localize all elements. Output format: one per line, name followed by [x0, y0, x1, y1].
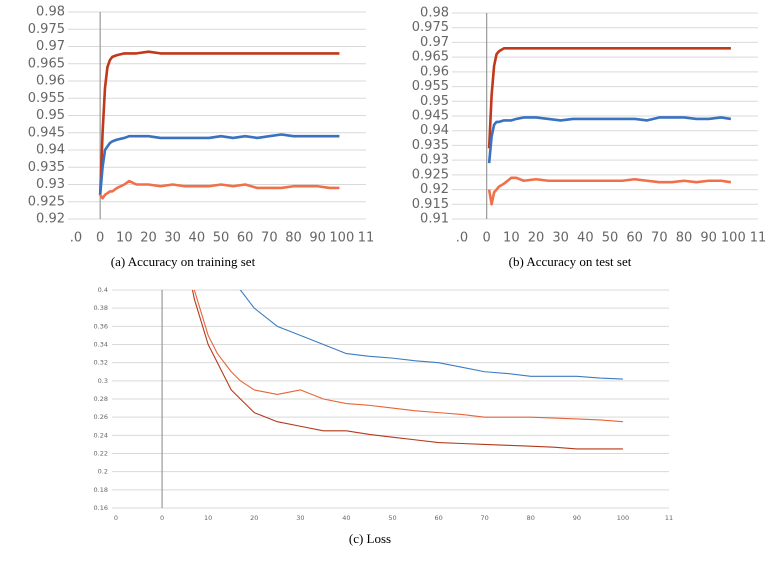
x-tick-label: .0 [456, 231, 468, 246]
y-tick-label: 0.935 [412, 138, 449, 153]
x-tick-label: 0 [483, 231, 491, 246]
y-tick-label: 0.925 [28, 194, 65, 209]
x-tick-label: 11 [750, 231, 767, 246]
x-tick-label: 0 [96, 231, 104, 246]
y-tick-label: 0.96 [420, 64, 449, 79]
y-tick-label: 0.975 [28, 22, 65, 37]
y-tick-label: 0.95 [420, 94, 449, 109]
y-tick-label: 0.96 [36, 74, 65, 89]
x-tick-label: 30 [164, 231, 181, 246]
x-tick-label: .0 [70, 231, 82, 246]
y-tick-label: 0.18 [94, 486, 108, 494]
series-line [191, 290, 623, 450]
y-tick-label: 0.16 [94, 504, 108, 512]
x-tick-label: 70 [481, 514, 489, 522]
series-line [239, 290, 623, 380]
x-tick-label: 60 [626, 231, 643, 246]
y-tick-label: 0.38 [94, 304, 108, 312]
x-tick-label: 40 [577, 231, 594, 246]
x-tick-label: 80 [285, 231, 302, 246]
series-line [487, 47, 731, 149]
x-tick-label: 10 [503, 231, 520, 246]
y-tick-label: 0.91 [420, 212, 449, 227]
y-tick-label: 0.945 [28, 125, 65, 140]
y-tick-label: 0.975 [412, 20, 449, 35]
y-tick-label: 0.945 [412, 109, 449, 124]
x-tick-label: 60 [237, 231, 254, 246]
y-tick-label: 0.22 [94, 450, 108, 458]
x-tick-label: 20 [528, 231, 545, 246]
x-tick-label: 90 [309, 231, 326, 246]
y-tick-label: 0.98 [36, 5, 65, 20]
x-tick-label: 10 [116, 231, 133, 246]
y-tick-label: 0.925 [412, 167, 449, 182]
x-tick-label: 20 [250, 514, 258, 522]
caption: (b) Accuracy on test set [509, 254, 632, 269]
y-tick-label: 0.98 [420, 6, 449, 21]
x-tick-label: 100 [721, 231, 746, 246]
y-tick-label: 0.915 [412, 197, 449, 212]
x-tick-label: 40 [342, 514, 350, 522]
y-tick-label: 0.97 [420, 35, 449, 50]
x-tick-label: 0 [160, 514, 164, 522]
x-tick-label: 0 [114, 514, 118, 522]
y-tick-label: 0.93 [420, 153, 449, 168]
x-tick-label: 100 [329, 231, 354, 246]
y-tick-label: 0.965 [412, 50, 449, 65]
x-tick-label: 60 [434, 514, 442, 522]
x-tick-label: 11 [665, 514, 673, 522]
series-line [98, 50, 340, 195]
series-line [487, 116, 732, 164]
x-tick-label: 50 [602, 231, 619, 246]
x-tick-label: 20 [140, 231, 157, 246]
y-tick-label: 0.94 [420, 123, 449, 138]
y-tick-label: 0.24 [94, 431, 108, 439]
y-tick-label: 0.36 [94, 322, 108, 330]
x-tick-label: 70 [651, 231, 668, 246]
series-line [193, 290, 623, 423]
x-tick-label: 40 [189, 231, 206, 246]
y-tick-label: 0.97 [36, 39, 65, 54]
caption: (c) Loss [349, 531, 391, 546]
x-tick-label: 90 [573, 514, 581, 522]
x-tick-label: 30 [296, 514, 304, 522]
y-tick-label: 0.4 [98, 286, 108, 294]
y-tick-label: 0.2 [98, 468, 108, 476]
x-tick-label: 100 [617, 514, 629, 522]
x-tick-label: 10 [204, 514, 212, 522]
series-line [98, 133, 340, 195]
x-tick-label: 30 [552, 231, 569, 246]
x-tick-label: 11 [358, 231, 375, 246]
y-tick-label: 0.95 [36, 108, 65, 123]
y-tick-label: 0.955 [412, 79, 449, 94]
x-tick-label: 70 [261, 231, 278, 246]
caption: (a) Accuracy on training set [111, 254, 256, 269]
x-tick-label: 90 [700, 231, 717, 246]
y-tick-label: 0.3 [98, 377, 108, 385]
y-tick-label: 0.26 [94, 413, 108, 421]
y-tick-label: 0.28 [94, 395, 108, 403]
y-tick-label: 0.935 [28, 160, 65, 175]
y-tick-label: 0.965 [28, 56, 65, 71]
y-tick-label: 0.94 [36, 143, 65, 158]
x-tick-label: 50 [388, 514, 396, 522]
series-line [487, 176, 732, 206]
y-tick-label: 0.92 [420, 182, 449, 197]
x-tick-label: 50 [213, 231, 230, 246]
x-tick-label: 80 [527, 514, 535, 522]
y-tick-label: 0.93 [36, 177, 65, 192]
y-tick-label: 0.92 [36, 212, 65, 227]
x-tick-label: 80 [676, 231, 693, 246]
y-tick-label: 0.955 [28, 91, 65, 106]
y-tick-label: 0.32 [94, 359, 108, 367]
series-line [99, 179, 340, 200]
y-tick-label: 0.34 [94, 341, 108, 349]
